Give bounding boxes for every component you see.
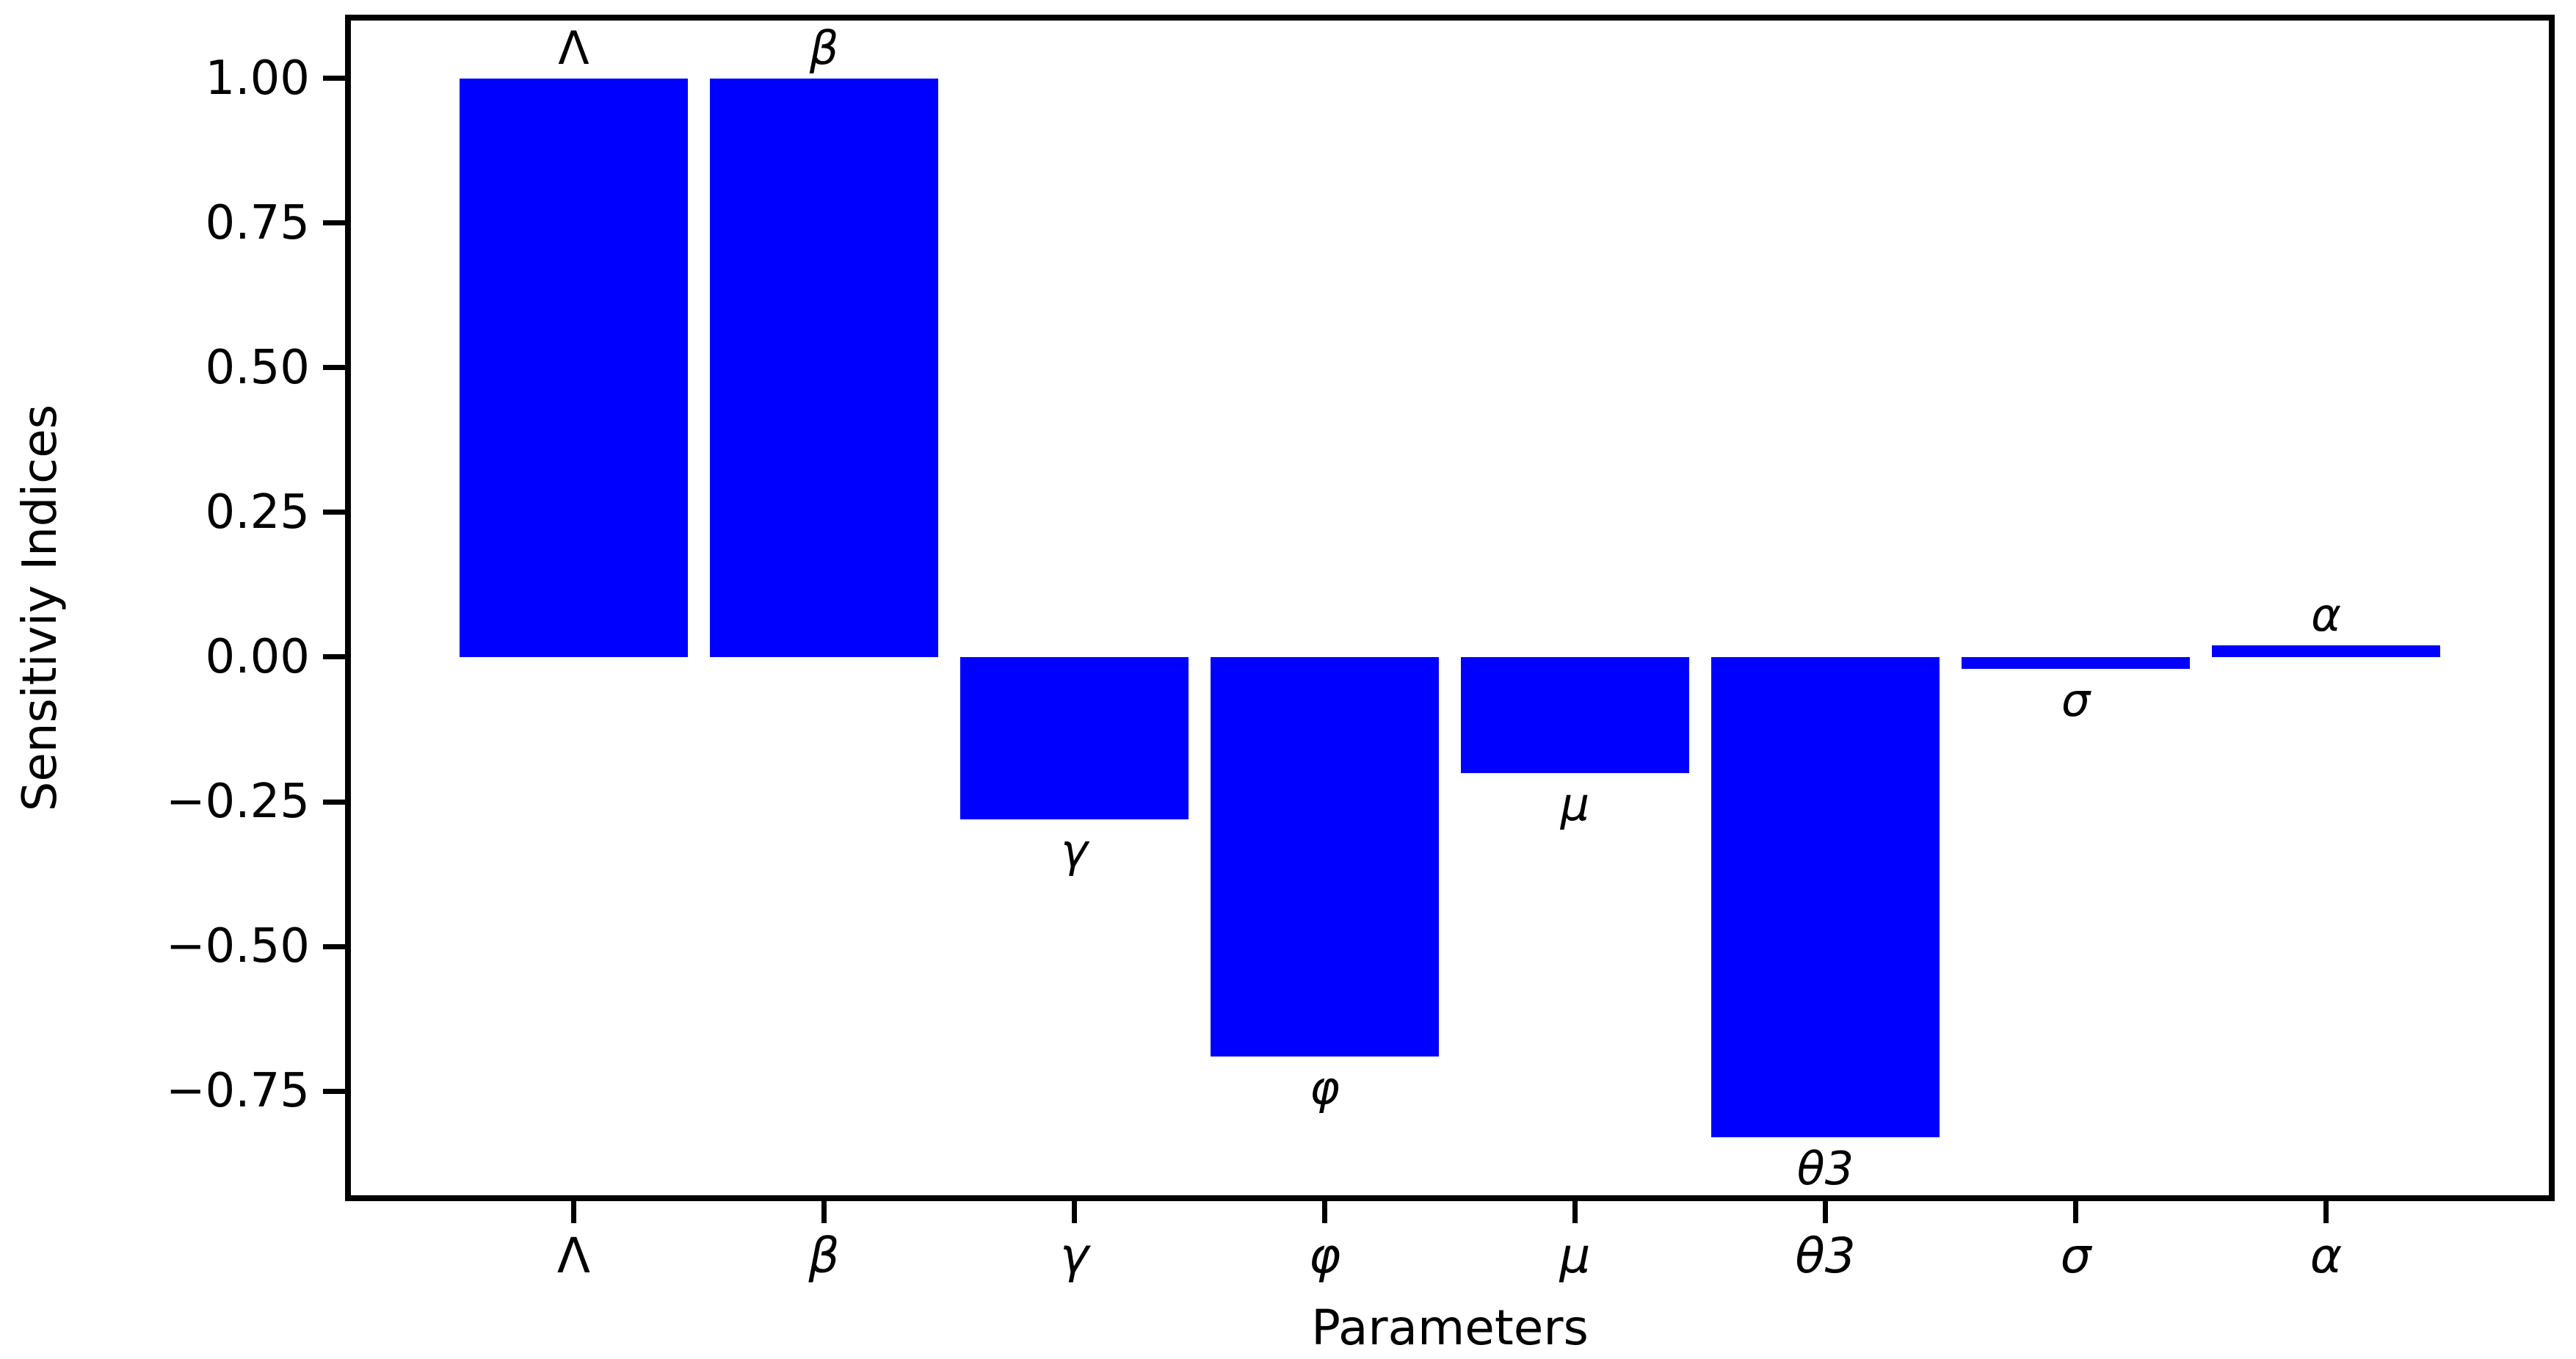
bar-label-beta: β (809, 21, 839, 75)
y-tick-label: 0.75 (205, 195, 311, 250)
x-tick-label-theta3: θ3 (1795, 1228, 1856, 1284)
x-tick (1823, 1201, 1828, 1223)
y-tick (323, 799, 345, 805)
y-tick-label: 0.25 (205, 485, 311, 540)
y-tick (323, 943, 345, 949)
bar-label-theta3: θ3 (1796, 1142, 1854, 1196)
y-tick (323, 220, 345, 226)
bar-gamma (960, 656, 1189, 819)
y-tick-label: 0.50 (205, 340, 311, 395)
y-tick (323, 654, 345, 660)
x-tick (2323, 1201, 2329, 1223)
y-tick-label: 0.00 (205, 629, 311, 684)
bar-label-lambda: Λ (558, 21, 589, 75)
x-tick (1572, 1201, 1578, 1223)
bar-label-sigma: σ (2061, 673, 2091, 727)
bar-mu (1461, 656, 1689, 773)
bar-label-gamma: γ (1061, 823, 1088, 877)
bar-beta (710, 78, 938, 657)
x-tick (1071, 1201, 1077, 1223)
bar-theta3 (1711, 656, 1940, 1138)
bar-lambda (460, 78, 688, 657)
y-tick (323, 1088, 345, 1094)
x-tick-label-mu: μ (1559, 1228, 1591, 1284)
bar-label-alpha: α (2311, 588, 2341, 642)
x-tick-label-beta: β (808, 1228, 840, 1284)
y-tick-label: 1.00 (205, 51, 311, 106)
x-tick (2073, 1201, 2078, 1223)
bar-label-mu: μ (1560, 777, 1590, 831)
x-tick-label-lambda: Λ (556, 1228, 591, 1284)
x-tick-label-alpha: α (2310, 1228, 2343, 1284)
y-tick-label: −0.25 (165, 775, 310, 830)
y-tick (323, 76, 345, 81)
y-tick (323, 365, 345, 371)
bar-alpha (2212, 645, 2440, 657)
bar-label-phi: φ (1310, 1060, 1340, 1115)
y-tick-label: −0.75 (165, 1064, 310, 1119)
x-tick-label-gamma: γ (1059, 1228, 1089, 1284)
y-axis-label: Sensitiviy Indices (13, 404, 68, 812)
x-tick-label-phi: φ (1308, 1228, 1341, 1284)
x-tick (1321, 1201, 1327, 1223)
x-axis-label: Parameters (1311, 1300, 1589, 1356)
x-tick-label-sigma: σ (2060, 1228, 2091, 1284)
bar-sigma (1962, 656, 2190, 669)
y-tick (323, 510, 345, 515)
bar-phi (1211, 656, 1439, 1057)
x-tick (570, 1201, 576, 1223)
y-tick-label: −0.50 (165, 919, 310, 974)
x-tick (821, 1201, 827, 1223)
